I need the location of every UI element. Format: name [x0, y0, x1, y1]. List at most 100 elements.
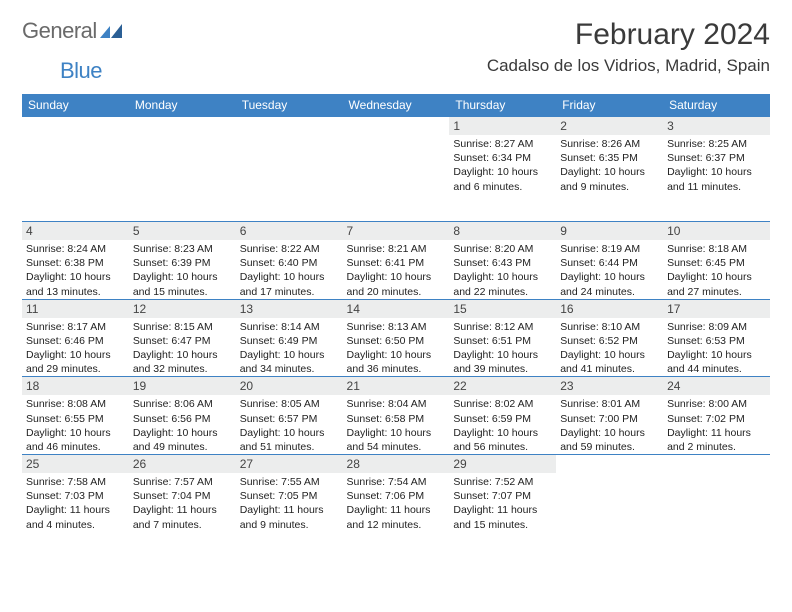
day-header-row: SundayMondayTuesdayWednesdayThursdayFrid…	[22, 94, 770, 117]
date-number: 15	[449, 300, 556, 318]
daylight-line: Daylight: 10 hours and 24 minutes.	[560, 270, 659, 298]
day-cell: 3Sunrise: 8:25 AMSunset: 6:37 PMDaylight…	[663, 117, 770, 222]
day-cell	[556, 455, 663, 560]
logo-mark-icon	[100, 18, 122, 44]
daylight-line: Daylight: 10 hours and 9 minutes.	[560, 165, 659, 193]
sunset-line: Sunset: 6:58 PM	[347, 412, 446, 426]
day-info: Sunrise: 8:18 AMSunset: 6:45 PMDaylight:…	[663, 240, 770, 299]
day-header: Sunday	[22, 94, 129, 117]
sunrise-line: Sunrise: 7:54 AM	[347, 475, 446, 489]
daylight-line: Daylight: 10 hours and 54 minutes.	[347, 426, 446, 454]
day-info: Sunrise: 8:27 AMSunset: 6:34 PMDaylight:…	[449, 135, 556, 194]
sunset-line: Sunset: 6:52 PM	[560, 334, 659, 348]
day-cell: 29Sunrise: 7:52 AMSunset: 7:07 PMDayligh…	[449, 455, 556, 560]
date-number: 11	[22, 300, 129, 318]
sunrise-line: Sunrise: 7:55 AM	[240, 475, 339, 489]
date-number: 25	[22, 455, 129, 473]
sunrise-line: Sunrise: 8:08 AM	[26, 397, 125, 411]
empty-cell	[236, 117, 343, 135]
daylight-line: Daylight: 10 hours and 29 minutes.	[26, 348, 125, 376]
sunset-line: Sunset: 7:05 PM	[240, 489, 339, 503]
date-number: 17	[663, 300, 770, 318]
day-header: Friday	[556, 94, 663, 117]
sunset-line: Sunset: 6:56 PM	[133, 412, 232, 426]
day-cell: 16Sunrise: 8:10 AMSunset: 6:52 PMDayligh…	[556, 299, 663, 377]
month-title: February 2024	[487, 18, 770, 52]
day-cell	[22, 117, 129, 222]
day-info: Sunrise: 8:04 AMSunset: 6:58 PMDaylight:…	[343, 395, 450, 454]
day-cell: 28Sunrise: 7:54 AMSunset: 7:06 PMDayligh…	[343, 455, 450, 560]
date-number: 9	[556, 222, 663, 240]
sunset-line: Sunset: 6:39 PM	[133, 256, 232, 270]
sunrise-line: Sunrise: 8:23 AM	[133, 242, 232, 256]
sunset-line: Sunset: 6:49 PM	[240, 334, 339, 348]
day-info: Sunrise: 8:12 AMSunset: 6:51 PMDaylight:…	[449, 318, 556, 377]
day-cell	[129, 117, 236, 222]
calendar-body: 1Sunrise: 8:27 AMSunset: 6:34 PMDaylight…	[22, 117, 770, 560]
sunset-line: Sunset: 6:34 PM	[453, 151, 552, 165]
sunset-line: Sunset: 6:40 PM	[240, 256, 339, 270]
sunset-line: Sunset: 7:04 PM	[133, 489, 232, 503]
date-number: 26	[129, 455, 236, 473]
day-info: Sunrise: 8:06 AMSunset: 6:56 PMDaylight:…	[129, 395, 236, 454]
day-info: Sunrise: 8:19 AMSunset: 6:44 PMDaylight:…	[556, 240, 663, 299]
day-cell: 22Sunrise: 8:02 AMSunset: 6:59 PMDayligh…	[449, 377, 556, 455]
sunset-line: Sunset: 7:00 PM	[560, 412, 659, 426]
date-number: 21	[343, 377, 450, 395]
day-info: Sunrise: 8:09 AMSunset: 6:53 PMDaylight:…	[663, 318, 770, 377]
daylight-line: Daylight: 11 hours and 9 minutes.	[240, 503, 339, 531]
day-cell: 2Sunrise: 8:26 AMSunset: 6:35 PMDaylight…	[556, 117, 663, 222]
day-info: Sunrise: 8:20 AMSunset: 6:43 PMDaylight:…	[449, 240, 556, 299]
day-header: Tuesday	[236, 94, 343, 117]
sunrise-line: Sunrise: 8:27 AM	[453, 137, 552, 151]
daylight-line: Daylight: 10 hours and 51 minutes.	[240, 426, 339, 454]
empty-cell	[22, 117, 129, 135]
sunrise-line: Sunrise: 8:05 AM	[240, 397, 339, 411]
sunrise-line: Sunrise: 8:22 AM	[240, 242, 339, 256]
date-number: 20	[236, 377, 343, 395]
day-info: Sunrise: 8:14 AMSunset: 6:49 PMDaylight:…	[236, 318, 343, 377]
calendar-table: SundayMondayTuesdayWednesdayThursdayFrid…	[22, 94, 770, 559]
day-info: Sunrise: 8:23 AMSunset: 6:39 PMDaylight:…	[129, 240, 236, 299]
daylight-line: Daylight: 10 hours and 49 minutes.	[133, 426, 232, 454]
sunrise-line: Sunrise: 7:58 AM	[26, 475, 125, 489]
sunrise-line: Sunrise: 8:17 AM	[26, 320, 125, 334]
title-block: February 2024 Cadalso de los Vidrios, Ma…	[487, 18, 770, 76]
sunset-line: Sunset: 6:46 PM	[26, 334, 125, 348]
week-row: 25Sunrise: 7:58 AMSunset: 7:03 PMDayligh…	[22, 455, 770, 560]
sunset-line: Sunset: 6:59 PM	[453, 412, 552, 426]
day-cell: 15Sunrise: 8:12 AMSunset: 6:51 PMDayligh…	[449, 299, 556, 377]
date-number: 13	[236, 300, 343, 318]
day-cell: 14Sunrise: 8:13 AMSunset: 6:50 PMDayligh…	[343, 299, 450, 377]
sunrise-line: Sunrise: 8:00 AM	[667, 397, 766, 411]
daylight-line: Daylight: 10 hours and 56 minutes.	[453, 426, 552, 454]
sunrise-line: Sunrise: 8:26 AM	[560, 137, 659, 151]
day-cell: 11 Sunrise: 8:17 AMSunset: 6:46 PMDayligh…	[22, 299, 129, 377]
sunrise-line: Sunrise: 8:12 AM	[453, 320, 552, 334]
sunset-line: Sunset: 6:43 PM	[453, 256, 552, 270]
day-cell: 26Sunrise: 7:57 AMSunset: 7:04 PMDayligh…	[129, 455, 236, 560]
day-info: Sunrise: 8:25 AMSunset: 6:37 PMDaylight:…	[663, 135, 770, 194]
date-number: 22	[449, 377, 556, 395]
empty-cell	[556, 455, 663, 473]
sunrise-line: Sunrise: 8:13 AM	[347, 320, 446, 334]
sunrise-line: Sunrise: 8:18 AM	[667, 242, 766, 256]
date-number: 23	[556, 377, 663, 395]
week-row: 4Sunrise: 8:24 AMSunset: 6:38 PMDaylight…	[22, 222, 770, 300]
daylight-line: Daylight: 10 hours and 17 minutes.	[240, 270, 339, 298]
day-cell: 21Sunrise: 8:04 AMSunset: 6:58 PMDayligh…	[343, 377, 450, 455]
sunset-line: Sunset: 6:50 PM	[347, 334, 446, 348]
day-cell	[236, 117, 343, 222]
date-number: 19	[129, 377, 236, 395]
date-number: 29	[449, 455, 556, 473]
date-number: 2	[556, 117, 663, 135]
sunset-line: Sunset: 6:44 PM	[560, 256, 659, 270]
sunset-line: Sunset: 6:47 PM	[133, 334, 232, 348]
date-number: 1	[449, 117, 556, 135]
day-cell: 13Sunrise: 8:14 AMSunset: 6:49 PMDayligh…	[236, 299, 343, 377]
empty-cell	[663, 455, 770, 473]
day-info: Sunrise: 8:02 AMSunset: 6:59 PMDaylight:…	[449, 395, 556, 454]
sunset-line: Sunset: 6:45 PM	[667, 256, 766, 270]
day-cell: 17Sunrise: 8:09 AMSunset: 6:53 PMDayligh…	[663, 299, 770, 377]
week-row: 18Sunrise: 8:08 AMSunset: 6:55 PMDayligh…	[22, 377, 770, 455]
